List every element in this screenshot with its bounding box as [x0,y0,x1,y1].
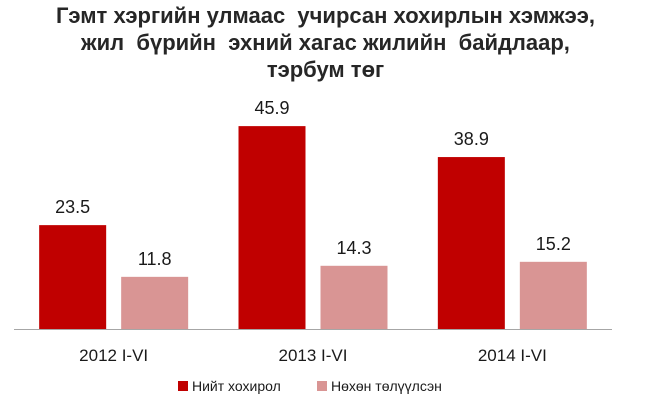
legend-label-total: Нийт хохирол [192,378,281,394]
bar-total-2 [238,126,306,329]
x-tick-label-1: 2012 I-VI [79,346,148,365]
x-tick-label-2: 2013 I-VI [279,346,348,365]
data-label-total-1: 23.5 [55,197,90,217]
bar-recovered-3 [519,261,587,329]
chart-title-line-1: Гэмт хэргийн улмаас учирсан хохирлын хэм… [55,3,596,28]
chart-title-line-2: жил бүрийн эхний хагас жилийн байдлаар, [81,30,570,55]
x-tick-label-3: 2014 I-VI [478,346,547,365]
bar-recovered-1 [121,276,189,329]
bar-total-1 [39,225,107,329]
data-label-total-2: 45.9 [254,98,289,118]
legend: Нийт хохирол Нөхөн төлүүлсэн [178,378,442,394]
legend-swatch-total [178,381,188,391]
data-label-recovered-2: 14.3 [336,238,371,258]
bar-recovered-2 [320,265,388,329]
data-label-recovered-3: 15.2 [536,234,571,254]
chart-title-line-3: тэрбум төг [266,57,385,82]
data-label-total-3: 38.9 [454,129,489,149]
x-tick-labels: 2012 I-VI 2013 I-VI 2014 I-VI [79,346,547,365]
data-label-recovered-1: 11.8 [138,249,172,269]
chart-title: Гэмт хэргийн улмаас учирсан хохирлын хэм… [0,2,651,83]
bars-group: 23.5 11.8 45.9 14.3 38.9 15.2 [39,98,587,329]
legend-label-recovered: Нөхөн төлүүлсэн [331,378,442,394]
bar-total-3 [437,157,505,329]
legend-swatch-recovered [317,381,327,391]
